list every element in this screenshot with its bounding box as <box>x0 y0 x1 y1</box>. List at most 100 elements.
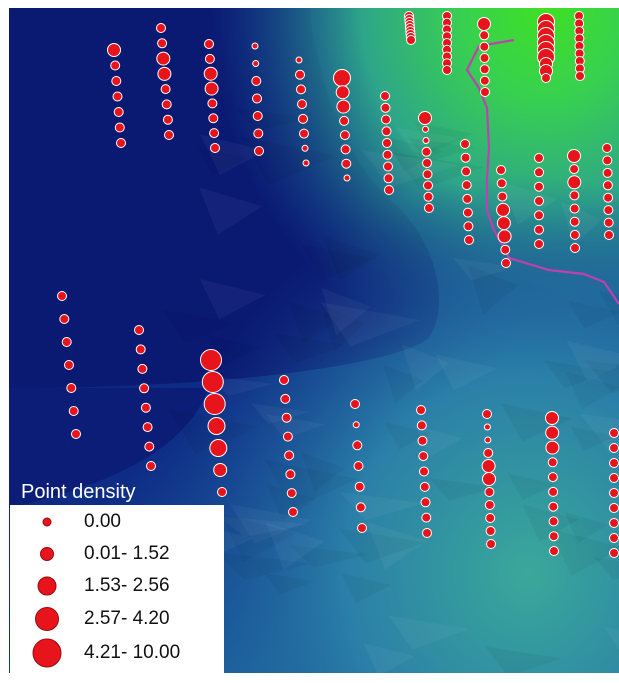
legend-symbol-class-4 <box>35 607 59 631</box>
density-point <box>609 503 619 513</box>
density-point <box>479 41 490 52</box>
density-point <box>609 473 619 483</box>
density-point <box>609 443 619 453</box>
density-point <box>534 196 544 206</box>
density-point <box>497 191 508 202</box>
density-point <box>284 450 295 461</box>
density-point <box>59 314 70 324</box>
density-point <box>156 51 171 66</box>
density-point <box>423 191 434 202</box>
density-point <box>567 175 582 190</box>
density-point <box>569 190 580 201</box>
surface-facet <box>301 452 346 492</box>
density-point <box>253 128 264 139</box>
density-point <box>442 65 452 75</box>
surface-facet <box>435 354 498 391</box>
density-point <box>286 488 297 499</box>
surface-facet <box>321 287 371 336</box>
surface-facet <box>366 521 427 570</box>
density-point <box>333 69 351 87</box>
density-point <box>418 111 432 125</box>
density-point <box>64 360 74 370</box>
density-point <box>139 383 150 394</box>
surface-facet <box>322 236 381 281</box>
legend-row: 4.21- 10.00 <box>10 638 224 668</box>
density-point <box>462 207 473 218</box>
density-point <box>204 53 215 64</box>
surface-facet <box>388 615 470 650</box>
legend-label: 0.00 <box>84 511 121 532</box>
density-point <box>252 93 262 104</box>
density-point <box>157 66 172 81</box>
density-point <box>217 487 227 497</box>
density-point <box>339 115 350 126</box>
density-point <box>485 526 496 536</box>
density-point <box>135 344 146 355</box>
density-point <box>548 501 559 512</box>
density-point <box>534 239 544 249</box>
density-point <box>575 71 585 81</box>
surface-facet <box>340 492 425 521</box>
surface-facet <box>485 646 562 673</box>
density-point <box>418 451 429 462</box>
density-point <box>61 337 72 347</box>
density-point <box>534 210 544 221</box>
legend-row: 0.00 <box>10 507 224 537</box>
surface-facet <box>500 181 558 225</box>
density-point <box>384 185 394 195</box>
density-point <box>352 421 360 429</box>
density-point <box>252 60 260 67</box>
surface-facet <box>274 333 345 364</box>
density-point <box>162 114 173 125</box>
density-point <box>68 406 79 416</box>
surface-facet <box>199 187 262 235</box>
density-point <box>500 244 511 255</box>
density-point <box>134 325 144 335</box>
legend: 0.00 0.01- 1.52 1.53- 2.56 2.57- 4.20 4.… <box>10 505 224 673</box>
density-point <box>341 158 352 169</box>
legend-row: 0.01- 1.52 <box>10 539 224 569</box>
surface-facet <box>565 371 619 410</box>
density-point <box>569 203 580 214</box>
surface-facet <box>265 414 326 439</box>
surface-facet <box>570 426 616 452</box>
density-point <box>534 167 544 178</box>
density-point <box>609 458 619 468</box>
density-point <box>209 128 220 139</box>
density-point <box>569 216 580 227</box>
density-point <box>603 217 614 228</box>
density-point <box>296 84 306 95</box>
surface-facet <box>383 364 424 404</box>
legend-label: 4.21- 10.00 <box>84 642 181 663</box>
density-point <box>357 523 367 533</box>
density-point <box>302 159 310 167</box>
surface-facet <box>220 513 296 563</box>
density-point <box>464 235 474 245</box>
surface-facet <box>251 403 310 425</box>
density-point <box>383 161 393 172</box>
surface-facet <box>197 146 249 176</box>
density-point <box>534 181 544 192</box>
density-point <box>424 203 434 213</box>
density-point <box>295 69 305 80</box>
density-point <box>406 35 416 45</box>
density-point <box>210 143 220 153</box>
density-point <box>484 500 495 510</box>
density-point <box>107 43 121 57</box>
density-point <box>423 180 433 191</box>
density-point <box>534 153 544 163</box>
density-point <box>335 85 350 100</box>
surface-facet <box>564 512 609 544</box>
density-point <box>422 528 432 538</box>
density-point <box>461 166 472 177</box>
density-point <box>421 512 432 523</box>
density-point <box>602 143 612 153</box>
density-point <box>144 441 155 452</box>
surface-facet <box>339 528 426 564</box>
surface-facet <box>508 473 557 501</box>
density-point <box>482 472 496 486</box>
surface-facet <box>340 572 392 604</box>
density-point <box>603 192 614 203</box>
density-point <box>548 531 559 542</box>
density-point <box>479 53 490 63</box>
